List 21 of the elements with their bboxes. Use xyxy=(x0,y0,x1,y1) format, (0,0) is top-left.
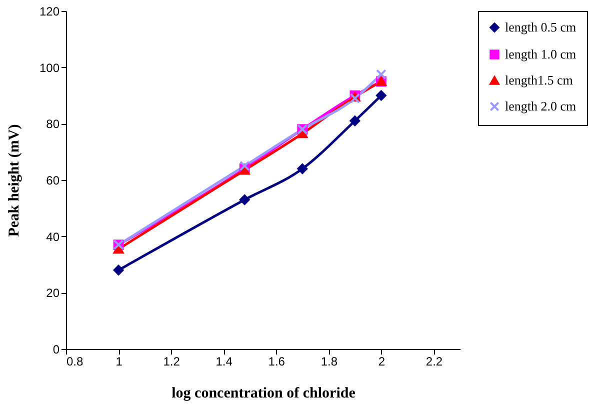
x-axis-title: log concentration of chloride xyxy=(172,386,356,402)
x-tick-label: 2.2 xyxy=(426,354,443,368)
legend-label: length1.5 cm xyxy=(505,72,573,88)
y-axis-title: Peak height (mV) xyxy=(6,124,22,237)
y-tick-label: 100 xyxy=(39,60,60,75)
legend-label: length 2.0 cm xyxy=(505,98,576,114)
y-tick-label: 120 xyxy=(39,4,60,18)
y-tick-label: 80 xyxy=(46,117,60,132)
y-tick-label: 60 xyxy=(46,174,60,188)
y-tick-label: 20 xyxy=(46,286,60,300)
x-tick-label: 1.2 xyxy=(163,354,180,368)
x-tick-label: 1.6 xyxy=(268,354,286,368)
x-tick-label: 2 xyxy=(378,354,386,368)
legend-label: length 1.0 cm xyxy=(505,46,576,62)
y-tick-label: 40 xyxy=(46,230,60,244)
y-tick-label: 0 xyxy=(52,342,60,356)
x-tick-label: 1.8 xyxy=(320,354,338,368)
x-tick-label: 0.8 xyxy=(66,354,84,368)
x-tick-label: 1.4 xyxy=(216,354,233,368)
x-tick-label: 1 xyxy=(116,354,123,368)
legend-label: length 0.5 cm xyxy=(505,20,576,34)
